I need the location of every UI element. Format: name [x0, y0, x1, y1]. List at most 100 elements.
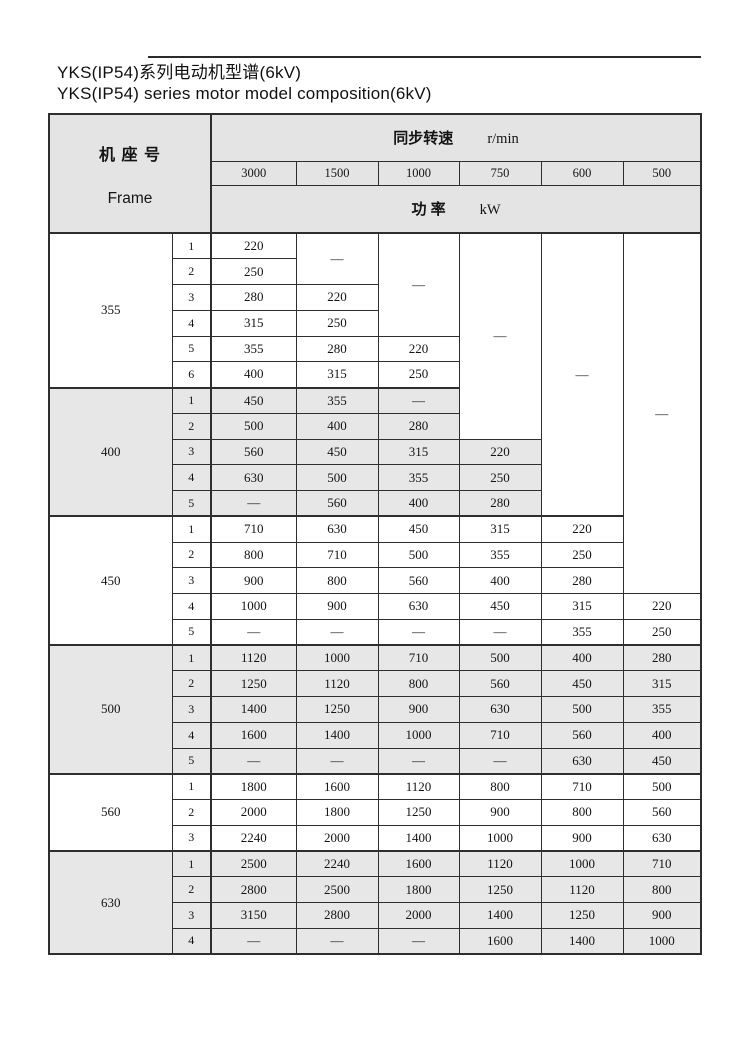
row-number-cell: 2 [171, 670, 212, 697]
power-cell: 280 [458, 490, 542, 517]
power-cell: 800 [210, 541, 297, 569]
row-number-cell: 5 [171, 747, 212, 775]
power-cell: 450 [458, 593, 542, 620]
power-cell: 710 [622, 850, 702, 878]
table-row: 5 355 280 220 [49, 335, 701, 363]
dash-cell: — [210, 927, 297, 955]
power-cell: 800 [458, 772, 542, 800]
dash-cell: — [210, 490, 297, 517]
power-cell: 1600 [210, 721, 297, 749]
dash-cell: — [295, 927, 379, 955]
power-cell: 250 [295, 309, 379, 337]
power-cell: 400 [540, 644, 624, 672]
power-cell: 500 [377, 541, 460, 569]
row-number-cell: 2 [171, 412, 212, 440]
power-cell: 1800 [377, 876, 460, 903]
power-cell: 280 [210, 284, 297, 311]
table-row: 400 1 450 355— [48, 386, 701, 517]
power-header: 功 率 kW [210, 184, 702, 234]
power-cell: 1120 [540, 876, 624, 903]
power-cell: 710 [295, 541, 379, 569]
page-title-zh: YKS(IP54)系列电动机型谱(6kV) [57, 63, 302, 82]
row-number-cell: 4 [171, 464, 212, 491]
power-cell: 500 [540, 696, 624, 723]
motor-model-table: 机 座 号 Frame 同步转速 r/min 3000 1500 1000 750 60… [48, 113, 703, 955]
row-number-cell: 3 [171, 902, 212, 929]
row-number-cell: 1 [171, 386, 212, 414]
table-row: 3 1400 1250 900 630 500 355 [49, 696, 702, 723]
row-number-cell: 2 [171, 541, 212, 569]
power-cell: 2240 [210, 824, 297, 852]
power-cell: 220 [377, 335, 460, 363]
power-cell: 2000 [210, 799, 297, 826]
table-row: 2 1250 1120 800 560 450 315 [49, 670, 702, 697]
power-cell: 900 [458, 799, 542, 826]
power-cell: 2800 [210, 876, 297, 903]
row-number-cell: 1 [171, 644, 212, 672]
table-row: 3 280 220 [49, 284, 701, 311]
power-cell: 400 [458, 567, 542, 594]
row-number-cell: 2 [171, 258, 212, 285]
table-row: 3 2240 2000 1400 1000 900 630 [49, 824, 702, 852]
power-cell: 450 [295, 438, 379, 466]
power-cell: 1250 [458, 876, 542, 903]
power-cell: 450 [210, 386, 297, 414]
frame-cell: 630 [48, 850, 173, 955]
power-cell: 280 [377, 412, 460, 440]
power-cell: 400 [377, 490, 460, 517]
power-cell: 355 [458, 541, 542, 569]
power-unit: kW [479, 202, 501, 219]
power-cell: 630 [377, 593, 460, 620]
dash-cell: — [210, 618, 297, 646]
row-number-cell: 1 [171, 772, 212, 800]
dash-cell: — [377, 747, 460, 775]
power-cell: 560 [377, 567, 460, 594]
power-cell: 800 [622, 876, 702, 903]
power-cell: 250 [458, 464, 542, 491]
dash-cell: — [210, 747, 297, 775]
table-row: 5— — — —355 250 [49, 618, 702, 646]
row-number-cell: 4 [171, 927, 212, 955]
power-cell: 315 [458, 515, 542, 543]
power-cell: 315 [377, 438, 460, 466]
power-cell: 900 [295, 593, 379, 620]
frame-label-en: Frame [107, 190, 153, 207]
power-cell: 1000 [622, 927, 702, 955]
speed-values-row: 3000 1500 1000 750 600 500 [49, 160, 702, 186]
power-cell: 1000 [295, 644, 379, 672]
power-cell: 220 [622, 593, 702, 620]
power-cell: 560 [458, 670, 542, 697]
header-row-1: 机 座 号 Frame 同步转速 r/min [48, 113, 702, 234]
sync-speed-unit: r/min [487, 131, 519, 148]
power-cell: 1250 [377, 799, 460, 826]
table-row: 2 2800 2500 1800 1250 1120 800 [49, 876, 702, 903]
power-cell: 1400 [210, 696, 297, 723]
speed-column-header: 3000 [210, 160, 297, 186]
power-cell: 1400 [295, 721, 379, 749]
power-cell: 2240 [295, 850, 379, 878]
row-number-cell: 3 [171, 824, 212, 852]
power-cell: 560 [622, 799, 702, 826]
power-cell: 355 [295, 386, 379, 414]
table-row: 3 3150 2800 2000 1400 1250 900 [49, 902, 702, 929]
table-row: 5— — — —630 450 [49, 747, 702, 775]
row-number-cell: 2 [171, 876, 212, 903]
table-row: 4 1600 1400 1000 710 560 400 [49, 721, 702, 749]
row-number-cell: 3 [171, 284, 212, 311]
power-cell: 1600 [295, 772, 379, 800]
dash-cell: — [622, 232, 702, 594]
table-row: 2 800 710 500 355 250 [49, 541, 701, 569]
dash-cell: — [458, 618, 542, 646]
frame-cell: 560 [48, 772, 173, 852]
table-row: 3 900 800 560 400 280 [49, 567, 701, 594]
power-cell: 400 [210, 361, 297, 388]
dash-cell: — [377, 232, 460, 337]
table-row: 500 1 1120 1000 710 500 400 280 [48, 644, 702, 775]
power-cell: 1600 [458, 927, 542, 955]
power-cell: 1120 [210, 644, 297, 672]
row-number-cell: 4 [171, 309, 212, 337]
power-cell: 1000 [377, 721, 460, 749]
speed-column-header: 1500 [295, 160, 379, 186]
power-cell: 2000 [295, 824, 379, 852]
